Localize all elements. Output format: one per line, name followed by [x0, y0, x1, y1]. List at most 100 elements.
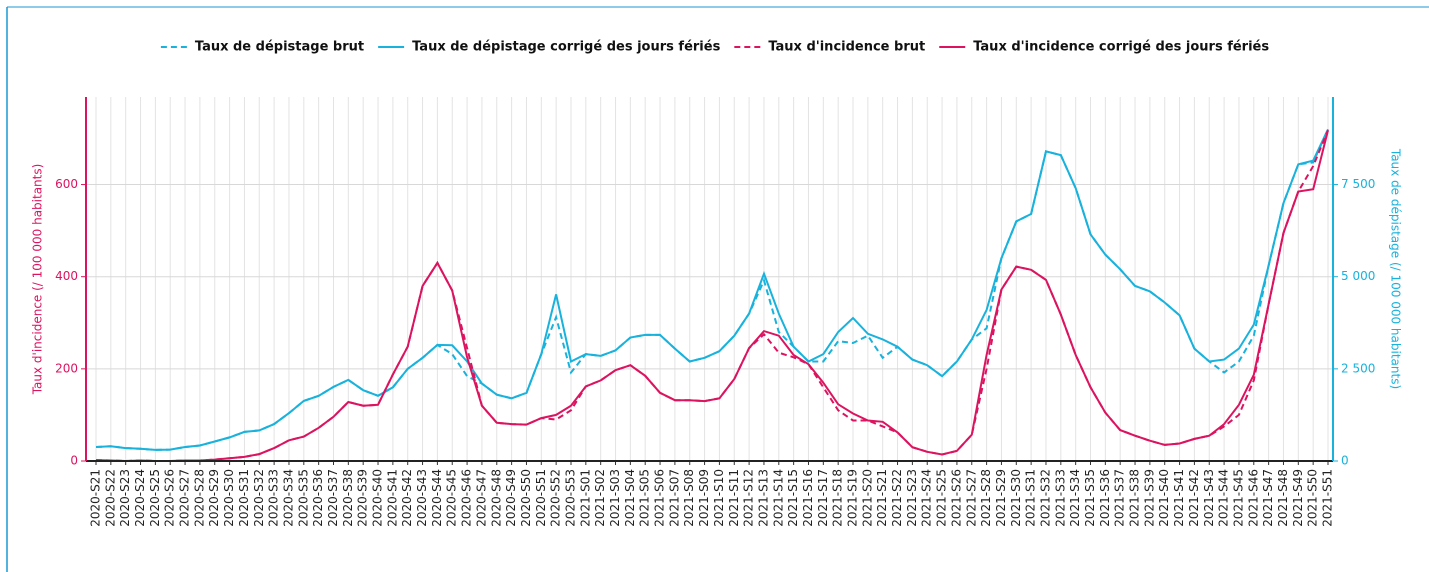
x-tick-label: 2021-S26 — [949, 469, 963, 527]
x-tick-label: 2021-S33 — [1053, 469, 1067, 527]
y-axis-label: Taux d'incidence (/ 100 000 habitants) — [31, 164, 45, 396]
x-tick-label: 2020-S39 — [356, 469, 370, 527]
x-tick-label: 2021-S48 — [1276, 469, 1290, 527]
x-tick-label: 2021-S50 — [1306, 469, 1320, 527]
x-tick-label: 2021-S43 — [1202, 469, 1216, 527]
x-tick-label: 2020-S27 — [178, 469, 192, 527]
x-tick-label: 2020-S45 — [445, 469, 459, 527]
x-tick-label: 2020-S47 — [474, 469, 488, 527]
x-tick-label: 2020-S53 — [563, 469, 577, 527]
x-tick-label: 2021-S29 — [994, 469, 1008, 527]
x-tick-label: 2020-S21 — [89, 469, 103, 527]
y-tick-label: 200 — [55, 361, 78, 375]
x-tick-label: 2021-S22 — [890, 469, 904, 527]
x-tick-label: 2021-S02 — [593, 469, 607, 527]
x-tick-label: 2021-S51 — [1321, 469, 1335, 527]
legend-label: Taux de dépistage brut — [195, 40, 364, 55]
series-line — [95, 129, 1329, 463]
x-tick-label: 2021-S03 — [608, 469, 622, 527]
x-tick-label: 2021-S10 — [712, 469, 726, 527]
x-tick-label: 2020-S32 — [252, 469, 266, 527]
x-tick-label: 2021-S39 — [1142, 469, 1156, 527]
x-tick-label: 2021-S15 — [786, 469, 800, 527]
x-tick-label: 2020-S52 — [549, 469, 563, 527]
x-tick-label: 2021-S38 — [1128, 469, 1142, 527]
x-tick-label: 2021-S01 — [578, 469, 592, 527]
x-tick-label: 2021-S18 — [831, 469, 845, 527]
x-tick-label: 2021-S06 — [653, 469, 667, 527]
y-tick-label: 0 — [70, 454, 78, 468]
x-tick-label: 2021-S30 — [1009, 469, 1023, 527]
x-tick-label: 2021-S44 — [1217, 469, 1231, 527]
x-tick-label: 2020-S28 — [192, 469, 206, 527]
y2-tick-label: 7 500 — [1341, 177, 1375, 191]
x-tick-label: 2021-S28 — [979, 469, 993, 527]
x-tick-label: 2021-S11 — [727, 469, 741, 527]
x-tick-label: 2020-S26 — [163, 469, 177, 527]
x-tick-label: 2020-S51 — [534, 469, 548, 527]
y-tick-label: 600 — [55, 177, 78, 191]
x-tick-label: 2020-S40 — [371, 469, 385, 527]
y2-tick-label: 5 000 — [1341, 269, 1375, 283]
x-tick-label: 2021-S36 — [1098, 469, 1112, 527]
x-tick-label: 2020-S43 — [415, 469, 429, 527]
x-tick-label: 2020-S23 — [118, 469, 132, 527]
x-tick-label: 2021-S17 — [816, 469, 830, 527]
x-tick-label: 2021-S13 — [756, 469, 770, 527]
x-tick-label: 2021-S34 — [1068, 469, 1082, 527]
x-tick-label: 2020-S31 — [237, 469, 251, 527]
y2-tick-label: 0 — [1341, 454, 1349, 468]
x-tick-label: 2021-S23 — [905, 469, 919, 527]
x-tick-label: 2021-S08 — [682, 469, 696, 527]
series-line — [95, 128, 1329, 451]
x-tick-label: 2021-S25 — [935, 469, 949, 527]
x-tick-label: 2020-S50 — [519, 469, 533, 527]
x-tick-label: 2021-S19 — [846, 469, 860, 527]
x-tick-label: 2021-S35 — [1083, 469, 1097, 527]
x-tick-label: 2020-S36 — [311, 469, 325, 527]
x-tick-label: 2020-S24 — [133, 469, 147, 527]
x-tick-label: 2021-S07 — [667, 469, 681, 527]
x-tick-label: 2020-S22 — [103, 469, 117, 527]
x-tick-label: 2021-S32 — [1038, 469, 1052, 527]
legend-label: Taux d'incidence brut — [768, 40, 925, 55]
x-tick-label: 2020-S38 — [341, 469, 355, 527]
x-tick-label: 2021-S24 — [920, 469, 934, 527]
x-tick-label: 2021-S47 — [1261, 469, 1275, 527]
x-tick-label: 2021-S45 — [1231, 469, 1245, 527]
x-tick-label: 2020-S42 — [400, 469, 414, 527]
x-tick-label: 2021-S31 — [1024, 469, 1038, 527]
x-tick-label: 2020-S37 — [326, 469, 340, 527]
x-tick-label: 2020-S30 — [222, 469, 236, 527]
x-tick-label: 2020-S34 — [281, 469, 295, 527]
x-tick-label: 2020-S33 — [267, 469, 281, 527]
x-tick-label: 2020-S25 — [148, 469, 162, 527]
y-tick-label: 400 — [55, 269, 78, 283]
x-tick-label: 2021-S05 — [638, 469, 652, 527]
x-tick-label: 2021-S42 — [1187, 469, 1201, 527]
x-tick-label: 2020-S48 — [489, 469, 503, 527]
legend-label: Taux de dépistage corrigé des jours féri… — [412, 40, 720, 55]
x-tick-label: 2021-S16 — [801, 469, 815, 527]
series-line — [95, 129, 1329, 463]
x-tick-label: 2021-S04 — [623, 469, 637, 527]
y2-axis-label: Taux de dépistage (/ 100 000 habitants) — [1389, 148, 1403, 389]
y2-tick-label: 2 500 — [1341, 361, 1375, 375]
x-tick-label: 2021-S41 — [1172, 469, 1186, 527]
x-tick-label: 2020-S41 — [385, 469, 399, 527]
x-tick-label: 2020-S49 — [504, 469, 518, 527]
legend-label: Taux d'incidence corrigé des jours férié… — [973, 40, 1269, 55]
x-tick-label: 2021-S12 — [742, 469, 756, 527]
x-tick-label: 2021-S14 — [771, 469, 785, 527]
x-tick-label: 2020-S29 — [207, 469, 221, 527]
legend: Taux de dépistage brut Taux de dépistage … — [160, 40, 1269, 55]
x-tick-label: 2020-S46 — [460, 469, 474, 527]
x-tick-label: 2021-S40 — [1157, 469, 1171, 527]
x-tick-label: 2021-S27 — [964, 469, 978, 527]
x-tick-label: 2021-S46 — [1246, 469, 1260, 527]
x-tick-label: 2021-S09 — [697, 469, 711, 527]
x-tick-label: 2021-S20 — [860, 469, 874, 527]
x-tick-label: 2021-S49 — [1291, 469, 1305, 527]
x-tick-label: 2020-S44 — [430, 469, 444, 527]
